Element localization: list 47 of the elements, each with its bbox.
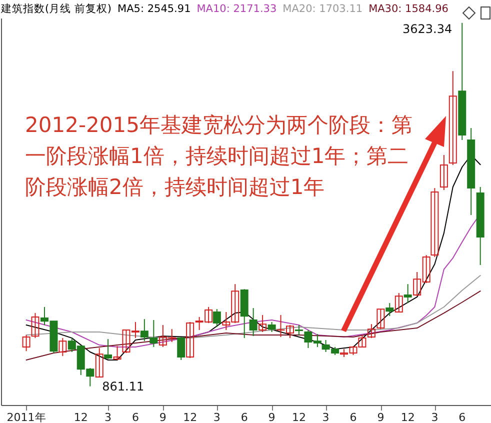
x-tick-label: 3 xyxy=(322,411,330,423)
x-tick-label: 12 xyxy=(400,411,415,423)
candlestick xyxy=(367,324,376,339)
candlestick xyxy=(95,348,104,378)
x-tick-label: 12 xyxy=(74,411,88,423)
x-tick-label: 12 xyxy=(183,411,198,423)
candlestick xyxy=(113,346,122,361)
candlestick xyxy=(140,318,148,342)
x-tick-label: 6 xyxy=(132,411,139,423)
x-tick-label: 9 xyxy=(268,411,276,423)
x-tick-label: 6 xyxy=(458,411,466,423)
candlestick xyxy=(150,320,158,348)
x-tick-label: 3 xyxy=(213,411,220,423)
chart-title: 建筑指数(月线 前复权) xyxy=(1,3,112,15)
x-tick-label: 3 xyxy=(431,411,438,423)
candlestick xyxy=(268,321,276,332)
annotation: 861.11 xyxy=(102,379,144,394)
candlestick xyxy=(386,302,394,317)
x-tick-label: 9 xyxy=(377,411,384,423)
candlestick xyxy=(58,338,67,357)
candlestick xyxy=(104,338,112,360)
annotation: 3623.34 xyxy=(402,22,452,36)
candlestick xyxy=(294,324,303,336)
x-tick-label: 2011年 xyxy=(6,411,46,423)
candlestick xyxy=(212,308,221,328)
candlestick xyxy=(177,336,186,361)
candlestick xyxy=(430,188,439,258)
candlestick xyxy=(258,314,267,332)
candlestick xyxy=(186,321,194,359)
candlestick xyxy=(22,334,30,352)
candlestick xyxy=(404,284,412,304)
candlestick xyxy=(448,70,457,166)
candlestick xyxy=(376,308,385,330)
candlestick xyxy=(31,312,40,339)
x-tick-label: 9 xyxy=(159,411,166,423)
x-tick-label: 6 xyxy=(240,411,248,423)
text: MA10: 2171.33 xyxy=(196,3,277,15)
text: MA30: 1584.96 xyxy=(368,3,448,15)
candlestick xyxy=(440,154,448,191)
x-tick-label: 12 xyxy=(292,411,306,423)
text: MA20: 1703.11 xyxy=(282,3,363,15)
annotation: 2012-2015年基建宽松分为两个阶段：第一阶段涨幅1倍，持续时间超过1年；第二阶段涨幅2倍，持续时间超过1年 xyxy=(25,112,414,201)
x-tick-label: 6 xyxy=(350,411,357,423)
text: MA5: 2545.91 xyxy=(118,3,191,15)
candlestick xyxy=(394,292,403,312)
candlestick xyxy=(249,308,258,337)
x-tick-label: 3 xyxy=(104,411,112,423)
